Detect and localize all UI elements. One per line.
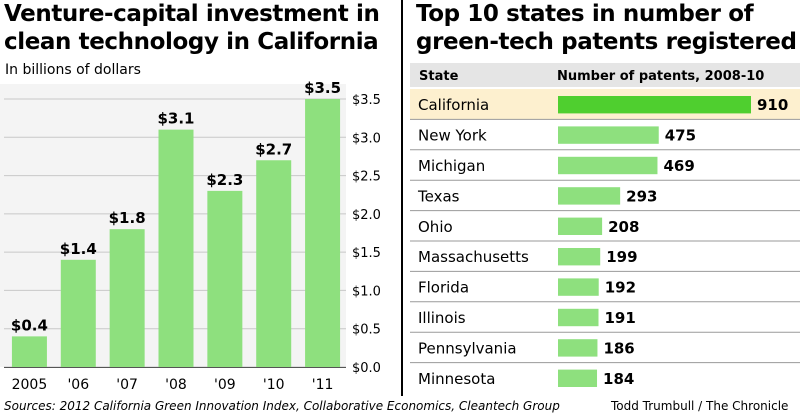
right-chart-title: Top 10 states in number of green-tech pa… — [416, 0, 797, 56]
bar-value-label: $1.4 — [60, 240, 97, 258]
y-tick-label: $0.5 — [352, 323, 381, 338]
y-tick-label: $3.5 — [352, 93, 381, 108]
state-label: Michigan — [418, 157, 485, 175]
state-label: Massachusetts — [418, 248, 529, 266]
y-tick-label: $2.5 — [352, 170, 381, 185]
state-label: Texas — [417, 187, 460, 205]
state-label: New York — [418, 127, 487, 145]
patent-bar-massachusetts — [558, 248, 601, 266]
bar-2005 — [11, 336, 47, 367]
state-label: California — [418, 96, 489, 114]
patent-bar-minnesota — [558, 369, 598, 387]
x-tick-label: 2005 — [12, 377, 48, 393]
state-label: Illinois — [418, 309, 466, 327]
bar-'08 — [158, 129, 194, 367]
y-tick-label: $1.5 — [352, 246, 381, 261]
patent-value-label: 186 — [603, 339, 634, 357]
table-header-background — [410, 63, 800, 87]
bar-value-label: $0.4 — [11, 316, 48, 334]
right-title-line-2: green-tech patents registered — [416, 29, 797, 55]
bar-value-label: $3.5 — [304, 79, 341, 97]
patent-value-label: 184 — [603, 370, 634, 388]
bar-'10 — [256, 160, 292, 367]
patent-value-label: 910 — [757, 96, 788, 114]
y-tick-label: $1.0 — [352, 284, 381, 299]
state-column-header: State — [419, 69, 459, 84]
patent-value-label: 192 — [605, 279, 636, 297]
bar-value-label: $2.3 — [206, 171, 243, 189]
state-label: Minnesota — [418, 370, 495, 388]
bar-'09 — [207, 190, 243, 367]
bar-value-label: $1.8 — [109, 209, 146, 227]
left-title-line-2: clean technology in California — [4, 29, 379, 55]
state-label: Florida — [418, 279, 469, 297]
x-tick-label: '11 — [312, 377, 334, 393]
y-tick-label: $0.0 — [352, 361, 381, 376]
left-chart-title: Venture-capital investment in clean tech… — [4, 0, 380, 56]
patent-bar-new-york — [558, 126, 659, 144]
patent-bar-ohio — [558, 217, 603, 235]
patents-column-header: Number of patents, 2008-10 — [557, 69, 764, 84]
credit-line: Todd Trumbull / The Chronicle — [611, 399, 789, 413]
panel-divider — [401, 0, 403, 396]
bar-'11 — [305, 99, 341, 367]
patent-value-label: 208 — [608, 218, 639, 236]
bar-'06 — [60, 259, 96, 367]
bar-value-label: $3.1 — [157, 110, 194, 128]
x-tick-label: '10 — [263, 377, 285, 393]
patent-value-label: 191 — [605, 309, 636, 327]
sources-note: Sources: 2012 California Green Innovatio… — [4, 399, 560, 413]
right-title-line-1: Top 10 states in number of — [416, 1, 754, 27]
left-chart-subtitle: In billions of dollars — [5, 62, 141, 78]
x-tick-label: '09 — [214, 377, 236, 393]
patent-bar-illinois — [558, 308, 599, 327]
patent-bar-florida — [558, 278, 599, 296]
patent-value-label: 475 — [665, 127, 696, 145]
patent-value-label: 199 — [606, 248, 637, 266]
patent-bar-michigan — [558, 156, 658, 175]
y-tick-label: $3.0 — [352, 131, 381, 146]
left-title-line-1: Venture-capital investment in — [4, 1, 380, 27]
x-tick-label: '08 — [165, 377, 187, 393]
state-label: Ohio — [418, 218, 453, 236]
bar-value-label: $2.7 — [255, 140, 292, 158]
patent-bar-texas — [558, 187, 621, 205]
patent-value-label: 469 — [663, 157, 694, 175]
patent-bar-california — [558, 96, 751, 114]
x-tick-label: '07 — [116, 377, 138, 393]
y-tick-label: $2.0 — [352, 208, 381, 223]
patent-value-label: 293 — [626, 187, 657, 205]
bar-'07 — [109, 229, 145, 367]
x-tick-label: '06 — [67, 377, 89, 393]
state-label: Pennsylvania — [418, 339, 517, 357]
patent-bar-pennsylvania — [558, 339, 598, 357]
